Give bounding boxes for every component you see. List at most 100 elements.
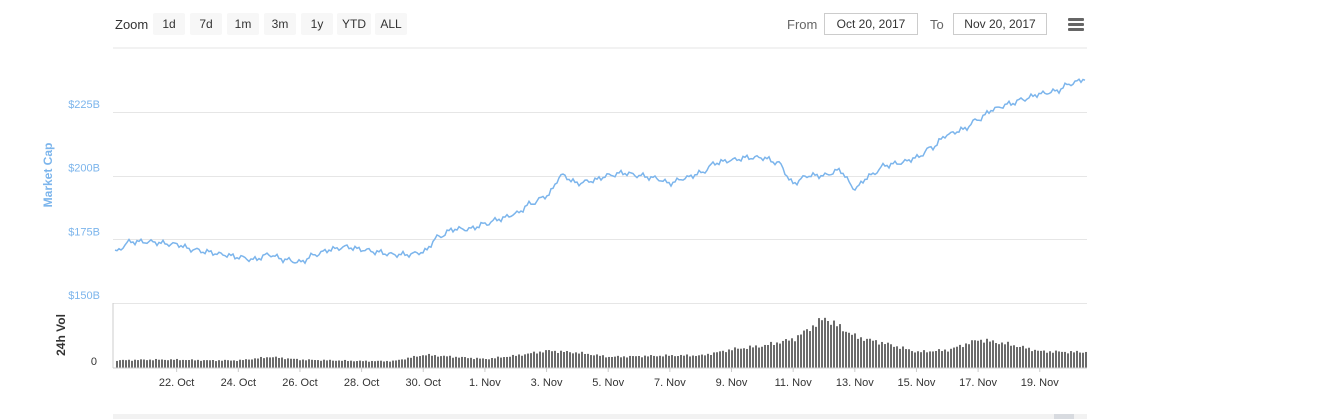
volume-bar: [713, 352, 715, 368]
x-tick-label: 24. Oct: [221, 377, 256, 389]
volume-bar: [344, 359, 346, 368]
volume-bar: [326, 360, 328, 368]
x-tick-label: 28. Oct: [344, 377, 379, 389]
volume-bar: [821, 320, 823, 368]
volume-bar: [1070, 351, 1072, 368]
volume-bar: [932, 351, 934, 368]
y-tick-label: $200B: [68, 163, 100, 175]
volume-bar: [467, 358, 469, 368]
volume-bar: [257, 358, 259, 368]
volume-bar: [797, 335, 799, 368]
volume-bar: [263, 358, 265, 368]
zoom-1y-button[interactable]: 1y: [301, 13, 333, 35]
volume-bar: [1055, 350, 1057, 368]
volume-bar: [686, 354, 688, 368]
volume-bar: [449, 355, 451, 368]
volume-bar: [488, 359, 490, 368]
volume-bar: [581, 351, 583, 368]
volume-bar: [818, 318, 820, 368]
volume-bar: [830, 324, 832, 368]
volume-bar: [287, 358, 289, 368]
zoom-label: Zoom: [115, 17, 149, 32]
volume-bar: [716, 352, 718, 368]
volume-bar: [899, 348, 901, 368]
x-tick-label: 30. Oct: [406, 377, 441, 389]
volume-bar: [533, 351, 535, 368]
zoom-ytd-button[interactable]: YTD: [337, 13, 371, 35]
volume-bar: [236, 360, 238, 368]
volume-bar: [1037, 350, 1039, 368]
volume-bar: [479, 358, 481, 368]
volume-bar: [746, 348, 748, 368]
volume-bar: [506, 356, 508, 368]
volume-bar: [518, 354, 520, 368]
zoom-3m-button[interactable]: 3m: [264, 13, 296, 35]
volume-bar: [803, 330, 805, 368]
volume-bar: [239, 359, 241, 368]
x-tick-label: 26. Oct: [282, 377, 317, 389]
x-tick-label: 3. Nov: [531, 377, 563, 389]
volume-bar: [839, 324, 841, 368]
volume-bar: [680, 354, 682, 368]
volume-bar: [683, 355, 685, 368]
volume-bar: [1019, 346, 1021, 368]
volume-bar: [233, 360, 235, 368]
zoom-all-button[interactable]: ALL: [375, 13, 407, 35]
volume-bar: [986, 338, 988, 368]
volume-bar: [254, 358, 256, 368]
volume-bar: [134, 359, 136, 368]
volume-bar: [305, 360, 307, 368]
x-tick-label: 17. Nov: [959, 377, 997, 389]
volume-bar: [566, 350, 568, 368]
volume-bar: [704, 355, 706, 368]
volume-bar: [245, 359, 247, 368]
volume-bar: [692, 355, 694, 368]
volume-bar: [335, 360, 337, 368]
volume-bar: [773, 344, 775, 368]
volume-bar: [284, 359, 286, 368]
volume-bar: [659, 355, 661, 368]
volume-bar: [386, 360, 388, 368]
volume-bar: [146, 360, 148, 368]
volume-bar: [917, 351, 919, 368]
navigator-strip[interactable]: [113, 414, 1087, 419]
volume-bar: [413, 355, 415, 368]
volume-bar: [515, 355, 517, 368]
volume-bar: [872, 340, 874, 368]
volume-bar: [992, 340, 994, 368]
volume-bar: [524, 354, 526, 368]
zoom-1m-button[interactable]: 1m: [227, 13, 259, 35]
volume-bar: [500, 357, 502, 368]
hamburger-menu-icon[interactable]: [1068, 18, 1084, 32]
volume-bar: [251, 359, 253, 368]
zoom-1d-button[interactable]: 1d: [153, 13, 185, 35]
navigator-handle[interactable]: [1054, 414, 1074, 419]
volume-bar: [671, 355, 673, 368]
volume-bar: [197, 359, 199, 368]
volume-bar: [998, 344, 1000, 368]
volume-bar: [569, 352, 571, 368]
volume-bar: [425, 355, 427, 368]
volume-bar: [125, 360, 127, 368]
volume-bar: [845, 331, 847, 368]
volume-bar: [353, 361, 355, 368]
volume-bar: [395, 360, 397, 368]
volume-bar: [596, 354, 598, 368]
chart-toolbar: Zoom 1d 7d 1m 3m 1y YTD ALL From Oct 20,…: [0, 0, 1317, 48]
volume-bar: [794, 341, 796, 368]
volume-bar: [677, 356, 679, 368]
volume-zero-label: 0: [91, 356, 97, 368]
to-date-input[interactable]: Nov 20, 2017: [953, 13, 1047, 35]
volume-bar: [248, 359, 250, 368]
volume-bar: [410, 357, 412, 368]
volume-bar: [572, 353, 574, 368]
volume-bar: [608, 356, 610, 368]
volume-bar: [809, 331, 811, 368]
volume-bar: [164, 359, 166, 368]
volume-bar: [209, 360, 211, 368]
from-date-input[interactable]: Oct 20, 2017: [824, 13, 918, 35]
zoom-7d-button[interactable]: 7d: [190, 13, 222, 35]
volume-bar: [959, 344, 961, 368]
volume-bar: [293, 358, 295, 368]
market-cap-line: [114, 78, 1086, 265]
